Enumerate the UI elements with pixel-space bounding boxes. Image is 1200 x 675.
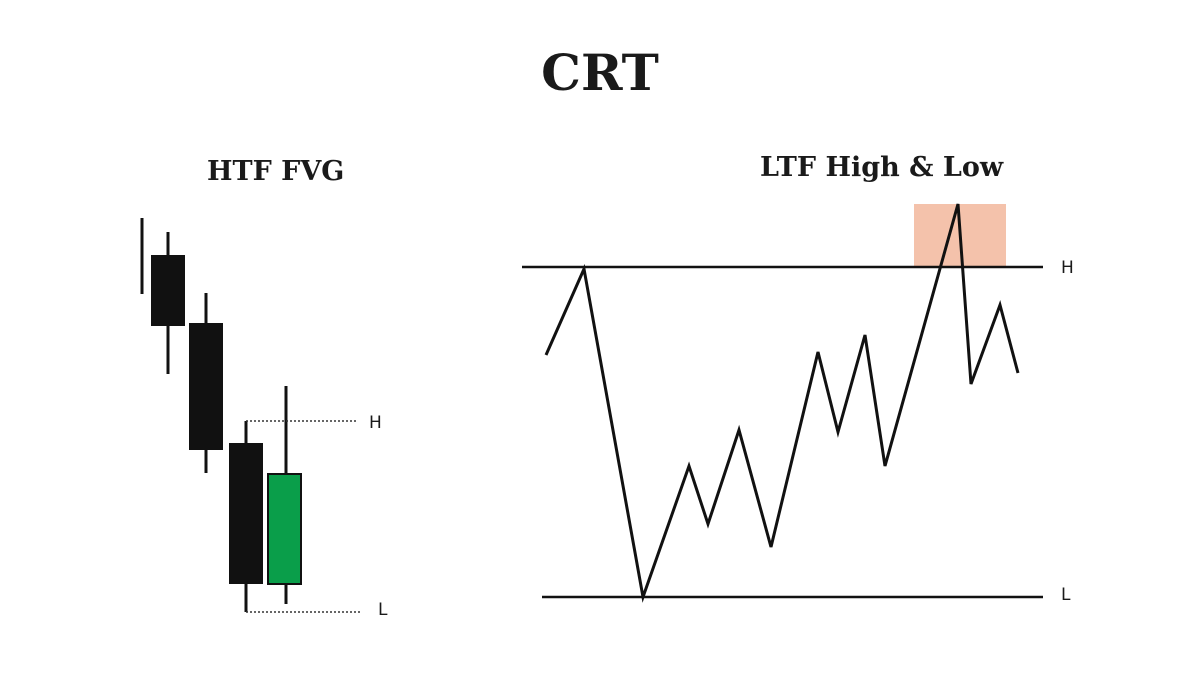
htf-panel-title: HTF FVG (207, 156, 345, 187)
diagram-title: CRT (541, 43, 659, 102)
price-path (544, 203, 1020, 603)
ltf-high-label: H (1061, 258, 1074, 278)
candle-1 (151, 232, 185, 374)
ltf-panel: H L (522, 203, 1074, 605)
candle-2 (189, 293, 223, 473)
candle-2-body (189, 323, 223, 450)
ltf-low-label: L (1061, 585, 1071, 605)
candle-3 (229, 421, 263, 612)
htf-low-label: L (378, 600, 388, 620)
candle-4-body (267, 473, 302, 585)
candle-3-body (229, 443, 263, 584)
htf-high-label: H (369, 413, 382, 433)
ltf-panel-title: LTF High & Low (760, 152, 1004, 183)
candle-1-body (151, 255, 185, 326)
candle-4 (267, 386, 302, 604)
htf-fvg-panel: H L (140, 218, 388, 620)
